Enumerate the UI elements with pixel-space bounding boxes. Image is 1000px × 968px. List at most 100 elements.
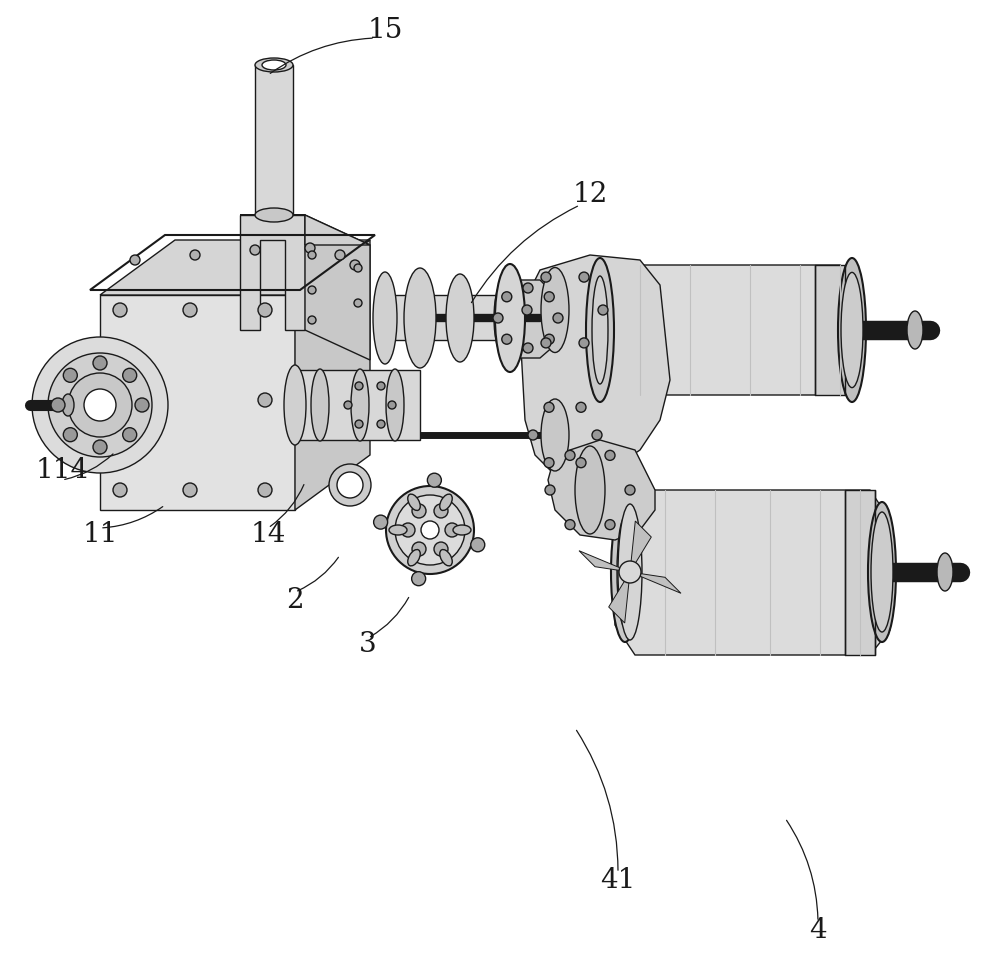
Ellipse shape	[421, 521, 439, 539]
Circle shape	[502, 334, 512, 345]
Text: 15: 15	[367, 16, 403, 44]
Circle shape	[605, 520, 615, 529]
Circle shape	[130, 255, 140, 265]
Circle shape	[258, 303, 272, 317]
Polygon shape	[579, 551, 630, 572]
Ellipse shape	[868, 502, 896, 642]
Polygon shape	[845, 490, 875, 655]
Circle shape	[68, 373, 132, 437]
Circle shape	[493, 313, 503, 323]
Ellipse shape	[62, 394, 74, 416]
Text: 12: 12	[572, 182, 608, 208]
Ellipse shape	[255, 58, 293, 72]
Circle shape	[51, 398, 65, 412]
Ellipse shape	[937, 553, 953, 591]
Circle shape	[350, 260, 360, 270]
Circle shape	[553, 313, 563, 323]
Circle shape	[305, 243, 315, 253]
Circle shape	[388, 401, 396, 409]
Circle shape	[579, 272, 589, 282]
Circle shape	[541, 272, 551, 282]
Circle shape	[522, 305, 532, 315]
Circle shape	[335, 250, 345, 260]
Ellipse shape	[541, 267, 569, 352]
Ellipse shape	[404, 268, 436, 368]
Ellipse shape	[284, 365, 306, 445]
Circle shape	[113, 303, 127, 317]
Ellipse shape	[262, 60, 286, 70]
Circle shape	[32, 337, 168, 473]
Ellipse shape	[255, 208, 293, 222]
Polygon shape	[295, 370, 420, 440]
Polygon shape	[100, 240, 370, 295]
Circle shape	[355, 382, 363, 390]
Ellipse shape	[337, 472, 363, 498]
Polygon shape	[255, 65, 293, 215]
Circle shape	[471, 538, 485, 552]
Ellipse shape	[412, 504, 426, 518]
Ellipse shape	[494, 279, 516, 357]
Ellipse shape	[838, 258, 866, 402]
Circle shape	[374, 515, 388, 529]
Polygon shape	[500, 280, 555, 358]
Circle shape	[576, 403, 586, 412]
Ellipse shape	[434, 542, 448, 556]
Ellipse shape	[408, 550, 420, 566]
Text: 114: 114	[35, 457, 89, 483]
Ellipse shape	[434, 504, 448, 518]
Text: 3: 3	[359, 631, 377, 658]
Circle shape	[183, 303, 197, 317]
Polygon shape	[295, 240, 370, 510]
Circle shape	[541, 338, 551, 348]
Ellipse shape	[871, 512, 893, 632]
Circle shape	[308, 286, 316, 294]
Ellipse shape	[395, 495, 465, 565]
Polygon shape	[385, 295, 510, 340]
Polygon shape	[240, 215, 370, 245]
Ellipse shape	[408, 494, 420, 510]
Circle shape	[545, 485, 555, 495]
Circle shape	[123, 428, 137, 441]
Ellipse shape	[440, 494, 452, 510]
Ellipse shape	[841, 272, 863, 387]
Text: 14: 14	[250, 522, 286, 549]
Polygon shape	[590, 265, 860, 395]
Ellipse shape	[586, 258, 614, 402]
Polygon shape	[630, 521, 651, 572]
Ellipse shape	[617, 517, 633, 627]
Circle shape	[598, 305, 608, 315]
Circle shape	[579, 338, 589, 348]
Ellipse shape	[401, 523, 415, 537]
Circle shape	[377, 382, 385, 390]
Circle shape	[576, 458, 586, 468]
Circle shape	[183, 483, 197, 497]
Circle shape	[258, 393, 272, 407]
Circle shape	[544, 458, 554, 468]
Polygon shape	[305, 215, 370, 360]
Text: 41: 41	[600, 866, 636, 893]
Circle shape	[592, 430, 602, 440]
Circle shape	[63, 428, 77, 441]
Circle shape	[308, 251, 316, 259]
Circle shape	[113, 393, 127, 407]
Circle shape	[544, 334, 554, 345]
Ellipse shape	[446, 274, 474, 362]
Circle shape	[502, 291, 512, 302]
Ellipse shape	[618, 504, 642, 640]
Ellipse shape	[495, 264, 525, 372]
Ellipse shape	[611, 502, 639, 642]
Circle shape	[565, 520, 575, 529]
Ellipse shape	[351, 369, 369, 441]
Circle shape	[544, 403, 554, 412]
Ellipse shape	[541, 399, 569, 471]
Ellipse shape	[412, 542, 426, 556]
Circle shape	[93, 356, 107, 370]
Circle shape	[258, 483, 272, 497]
Polygon shape	[815, 265, 845, 395]
Ellipse shape	[575, 446, 605, 534]
Circle shape	[113, 483, 127, 497]
Circle shape	[528, 430, 538, 440]
Ellipse shape	[907, 311, 923, 349]
Circle shape	[93, 440, 107, 454]
Ellipse shape	[592, 276, 608, 384]
